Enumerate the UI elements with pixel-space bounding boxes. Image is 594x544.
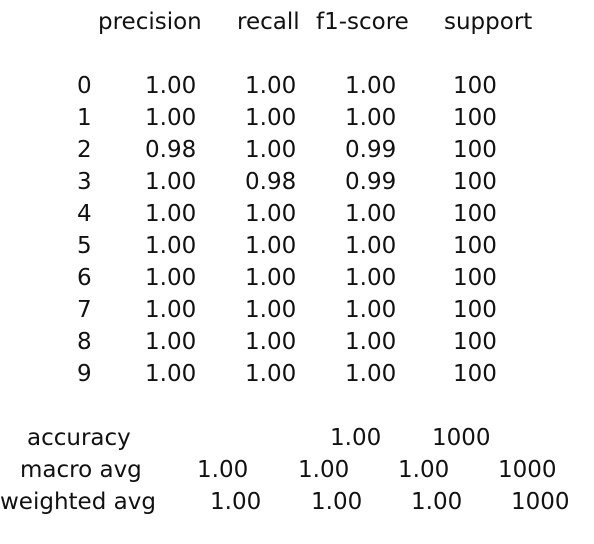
weighted-avg-f1: 1.00 xyxy=(411,489,463,515)
accuracy-f1: 1.00 xyxy=(330,425,382,451)
row-f1-score: 0.99 xyxy=(345,169,397,195)
row-label: 5 xyxy=(77,233,92,259)
row-f1-score: 1.00 xyxy=(345,201,397,227)
macro-avg-label: macro avg xyxy=(20,457,142,483)
row-support: 100 xyxy=(453,265,497,291)
row-precision: 1.00 xyxy=(145,297,197,323)
row-recall: 1.00 xyxy=(245,73,297,99)
row-precision: 1.00 xyxy=(145,265,197,291)
row-label: 2 xyxy=(77,137,92,163)
row-precision: 1.00 xyxy=(145,329,197,355)
weighted-avg-recall: 1.00 xyxy=(311,489,363,515)
row-support: 100 xyxy=(453,201,497,227)
row-recall: 1.00 xyxy=(245,105,297,131)
row-recall: 1.00 xyxy=(245,201,297,227)
row-label: 1 xyxy=(77,105,92,131)
row-support: 100 xyxy=(453,233,497,259)
row-f1-score: 0.99 xyxy=(345,137,397,163)
header-precision: precision xyxy=(98,9,202,35)
accuracy-label: accuracy xyxy=(27,425,131,451)
row-f1-score: 1.00 xyxy=(345,361,397,387)
weighted-avg-support: 1000 xyxy=(511,489,570,515)
row-support: 100 xyxy=(453,329,497,355)
row-support: 100 xyxy=(453,137,497,163)
header-support: support xyxy=(444,9,533,35)
row-recall: 1.00 xyxy=(245,329,297,355)
row-precision: 0.98 xyxy=(145,137,197,163)
weighted-avg-precision: 1.00 xyxy=(210,489,262,515)
row-f1-score: 1.00 xyxy=(345,297,397,323)
row-recall: 1.00 xyxy=(245,361,297,387)
row-support: 100 xyxy=(453,169,497,195)
row-label: 0 xyxy=(77,73,92,99)
row-recall: 1.00 xyxy=(245,297,297,323)
row-label: 7 xyxy=(77,297,92,323)
row-support: 100 xyxy=(453,73,497,99)
row-f1-score: 1.00 xyxy=(345,329,397,355)
row-recall: 0.98 xyxy=(245,169,297,195)
row-label: 6 xyxy=(77,265,92,291)
macro-avg-f1: 1.00 xyxy=(398,457,450,483)
row-precision: 1.00 xyxy=(145,233,197,259)
row-recall: 1.00 xyxy=(245,137,297,163)
row-support: 100 xyxy=(453,105,497,131)
row-precision: 1.00 xyxy=(145,73,197,99)
header-f1-score: f1-score xyxy=(316,9,409,35)
row-label: 3 xyxy=(77,169,92,195)
row-support: 100 xyxy=(453,297,497,323)
accuracy-support: 1000 xyxy=(432,425,491,451)
row-label: 8 xyxy=(77,329,92,355)
row-label: 9 xyxy=(77,361,92,387)
row-recall: 1.00 xyxy=(245,265,297,291)
row-support: 100 xyxy=(453,361,497,387)
row-recall: 1.00 xyxy=(245,233,297,259)
row-f1-score: 1.00 xyxy=(345,73,397,99)
row-precision: 1.00 xyxy=(145,361,197,387)
row-precision: 1.00 xyxy=(145,201,197,227)
row-f1-score: 1.00 xyxy=(345,233,397,259)
row-f1-score: 1.00 xyxy=(345,105,397,131)
macro-avg-support: 1000 xyxy=(498,457,557,483)
row-precision: 1.00 xyxy=(145,105,197,131)
row-f1-score: 1.00 xyxy=(345,265,397,291)
row-precision: 1.00 xyxy=(145,169,197,195)
macro-avg-recall: 1.00 xyxy=(298,457,350,483)
macro-avg-precision: 1.00 xyxy=(197,457,249,483)
weighted-avg-label: weighted avg xyxy=(0,489,156,515)
header-recall: recall xyxy=(237,9,300,35)
row-label: 4 xyxy=(77,201,92,227)
